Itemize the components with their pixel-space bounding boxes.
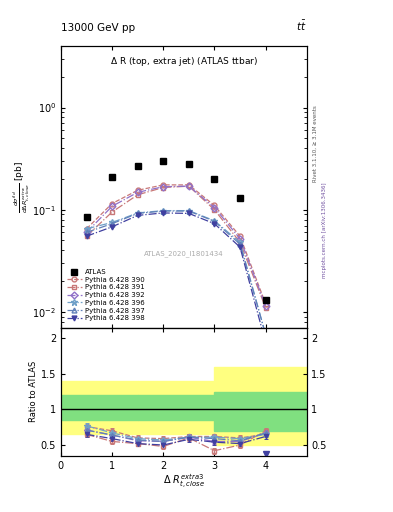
Pythia 6.428 397 — [84, 229, 89, 236]
Pythia 6.428 391 — [161, 184, 165, 190]
Line: Pythia 6.428 396: Pythia 6.428 396 — [83, 207, 269, 337]
Text: 13000 GeV pp: 13000 GeV pp — [61, 23, 135, 33]
ATLAS — [263, 297, 268, 303]
Line: Pythia 6.428 392: Pythia 6.428 392 — [84, 184, 268, 308]
Bar — [215, 367, 307, 445]
Text: ATLAS_2020_I1801434: ATLAS_2020_I1801434 — [144, 250, 224, 257]
Pythia 6.428 398 — [84, 233, 89, 239]
Pythia 6.428 392 — [110, 203, 114, 209]
Pythia 6.428 398 — [135, 212, 140, 219]
Bar — [138, 395, 215, 420]
Pythia 6.428 391 — [238, 239, 242, 245]
Pythia 6.428 391 — [187, 183, 191, 189]
Pythia 6.428 396 — [212, 218, 217, 224]
Pythia 6.428 397 — [263, 331, 268, 337]
Pythia 6.428 392 — [238, 236, 242, 242]
Pythia 6.428 396 — [110, 220, 114, 226]
Pythia 6.428 390 — [110, 200, 114, 206]
Legend: ATLAS, Pythia 6.428 390, Pythia 6.428 391, Pythia 6.428 392, Pythia 6.428 396, P: ATLAS, Pythia 6.428 390, Pythia 6.428 39… — [67, 269, 145, 322]
Pythia 6.428 392 — [135, 189, 140, 196]
ATLAS — [135, 163, 140, 169]
Pythia 6.428 396 — [187, 207, 191, 214]
Y-axis label: $\frac{d\sigma^{fid}}{d\Delta R_{t,close}^{extra}}$ [pb]: $\frac{d\sigma^{fid}}{d\Delta R_{t,close… — [11, 161, 31, 213]
Bar — [215, 392, 307, 431]
Pythia 6.428 390 — [135, 187, 140, 194]
Pythia 6.428 397 — [187, 208, 191, 214]
X-axis label: $\Delta$ $R_{t,close}^{extra3}$: $\Delta$ $R_{t,close}^{extra3}$ — [163, 473, 205, 492]
Pythia 6.428 398 — [161, 210, 165, 216]
Pythia 6.428 396 — [135, 210, 140, 216]
Pythia 6.428 391 — [212, 207, 217, 213]
Line: ATLAS: ATLAS — [83, 158, 269, 304]
Bar — [61, 381, 138, 434]
Pythia 6.428 391 — [263, 305, 268, 311]
Pythia 6.428 390 — [187, 182, 191, 188]
Pythia 6.428 390 — [161, 182, 165, 188]
Pythia 6.428 396 — [238, 239, 242, 245]
Text: Rivet 3.1.10, ≥ 3.1M events: Rivet 3.1.10, ≥ 3.1M events — [312, 105, 318, 182]
Bar — [61, 395, 138, 420]
Pythia 6.428 392 — [263, 303, 268, 309]
Pythia 6.428 390 — [238, 233, 242, 239]
ATLAS — [84, 214, 89, 220]
Pythia 6.428 390 — [212, 202, 217, 208]
Pythia 6.428 392 — [187, 183, 191, 189]
Text: $t\bar{t}$: $t\bar{t}$ — [296, 19, 307, 33]
Pythia 6.428 391 — [135, 191, 140, 198]
Pythia 6.428 396 — [161, 207, 165, 214]
Pythia 6.428 392 — [161, 184, 165, 190]
Pythia 6.428 396 — [84, 226, 89, 232]
Pythia 6.428 391 — [110, 209, 114, 215]
Bar — [138, 381, 215, 434]
Text: mcplots.cern.ch [arXiv:1306.3436]: mcplots.cern.ch [arXiv:1306.3436] — [322, 183, 327, 278]
Pythia 6.428 390 — [84, 226, 89, 232]
Line: Pythia 6.428 390: Pythia 6.428 390 — [84, 182, 268, 306]
Line: Pythia 6.428 391: Pythia 6.428 391 — [84, 184, 268, 310]
ATLAS — [187, 161, 191, 167]
Pythia 6.428 390 — [263, 301, 268, 307]
Pythia 6.428 397 — [212, 218, 217, 224]
ATLAS — [212, 176, 217, 182]
Pythia 6.428 396 — [263, 331, 268, 337]
Pythia 6.428 398 — [263, 339, 268, 346]
Pythia 6.428 398 — [187, 210, 191, 217]
Pythia 6.428 398 — [212, 221, 217, 227]
Pythia 6.428 398 — [110, 224, 114, 230]
Line: Pythia 6.428 397: Pythia 6.428 397 — [84, 208, 268, 337]
Pythia 6.428 391 — [84, 233, 89, 239]
Pythia 6.428 397 — [135, 210, 140, 217]
ATLAS — [161, 158, 165, 164]
Pythia 6.428 398 — [238, 244, 242, 250]
Pythia 6.428 392 — [84, 229, 89, 236]
Pythia 6.428 392 — [212, 204, 217, 210]
Line: Pythia 6.428 398: Pythia 6.428 398 — [84, 210, 268, 345]
ATLAS — [110, 174, 114, 180]
Text: $\Delta$ R (top, extra jet) (ATLAS ttbar): $\Delta$ R (top, extra jet) (ATLAS ttbar… — [110, 55, 258, 68]
ATLAS — [238, 195, 242, 201]
Y-axis label: Ratio to ATLAS: Ratio to ATLAS — [29, 361, 38, 422]
Pythia 6.428 397 — [161, 208, 165, 214]
Pythia 6.428 397 — [110, 221, 114, 227]
Pythia 6.428 397 — [238, 241, 242, 247]
